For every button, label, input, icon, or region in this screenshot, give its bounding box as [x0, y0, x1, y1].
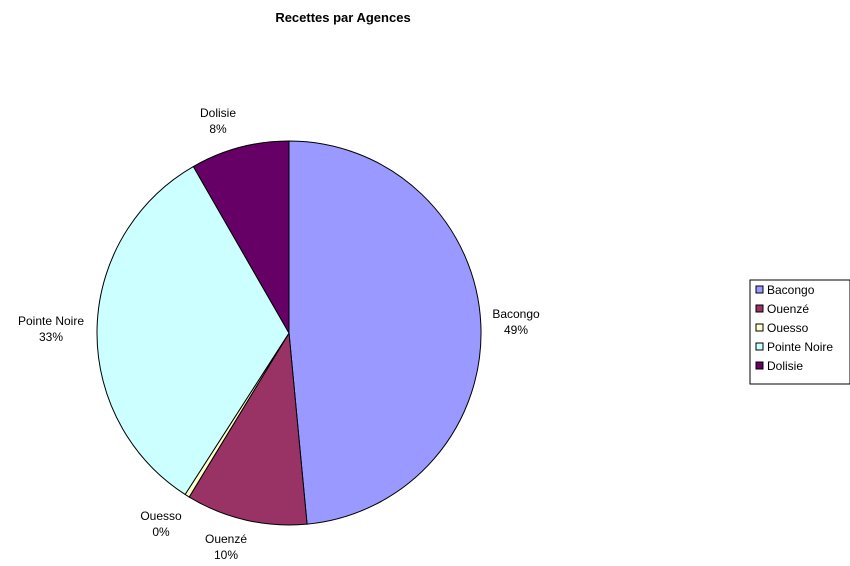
legend-label-pointe-noire: Pointe Noire	[767, 340, 833, 354]
slice-label-percent-ouenze: 10%	[214, 548, 238, 562]
slice-label-name-pointe-noire: Pointe Noire	[18, 314, 84, 328]
legend-swatch-pointe-noire	[755, 342, 764, 351]
slice-label-percent-dolisie: 8%	[209, 122, 227, 136]
slice-label-name-dolisie: Dolisie	[200, 106, 236, 120]
pie-slice-labels: Bacongo 49% Ouenzé 10% Ouesso 0% Pointe Noire 3…	[18, 106, 540, 562]
legend: Bacongo Ouenzé Ouesso Pointe Noire Dolisie	[749, 279, 850, 385]
legend-label-ouenze: Ouenzé	[767, 302, 809, 316]
legend-label-dolisie: Dolisie	[767, 359, 803, 373]
pie-slice-ouenze	[188, 331, 308, 526]
legend-box	[749, 279, 850, 385]
pie-slices	[96, 140, 482, 526]
slice-label-name-ouesso: Ouesso	[140, 509, 182, 523]
legend-swatch-ouesso	[755, 323, 764, 332]
chart-title: Recettes par Agences	[275, 10, 410, 25]
slice-label-percent-bacongo: 49%	[504, 323, 528, 337]
slice-label-name-ouenze: Ouenzé	[205, 532, 247, 546]
slice-label-name-bacongo: Bacongo	[492, 307, 540, 321]
legend-swatch-bacongo	[755, 285, 764, 294]
legend-label-ouesso: Ouesso	[767, 321, 809, 335]
legend-swatch-dolisie	[755, 361, 764, 370]
legend-label-bacongo: Bacongo	[767, 283, 815, 297]
pie-slice-pointe-noire	[96, 165, 290, 496]
slice-label-percent-ouesso: 0%	[152, 525, 170, 539]
legend-swatch-ouenze	[755, 304, 764, 313]
pie-slice-bacongo	[288, 140, 482, 525]
slice-label-percent-pointe-noire: 33%	[39, 330, 63, 344]
pie-slice-dolisie	[192, 140, 290, 335]
